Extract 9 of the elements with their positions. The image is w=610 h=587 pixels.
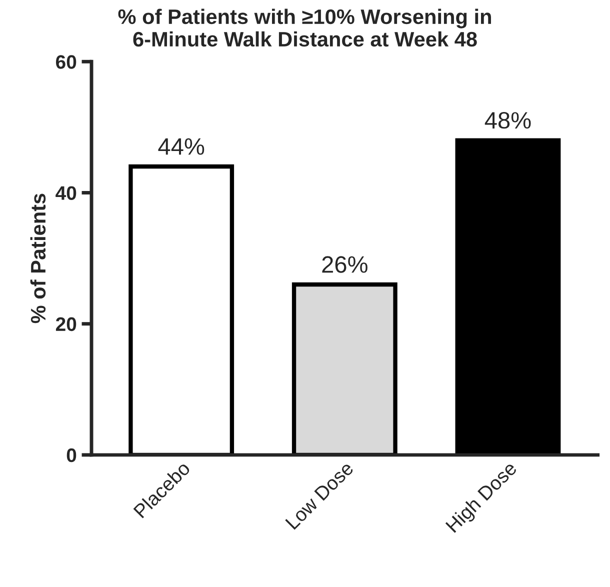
y-tick-label: 60	[56, 55, 76, 69]
chart-title: % of Patients with ≥10% Worsening in 6-Minute Walk Distance at Week 48	[118, 8, 491, 47]
y-axis-title: % of Patients	[30, 194, 46, 324]
y-tick-label: 20	[56, 317, 76, 332]
y-tick-label: 0	[66, 448, 76, 462]
data-label: 26%	[322, 256, 368, 273]
data-label: 44%	[158, 138, 204, 155]
y-tick-label: 40	[56, 186, 76, 200]
data-label: 48%	[484, 112, 531, 129]
